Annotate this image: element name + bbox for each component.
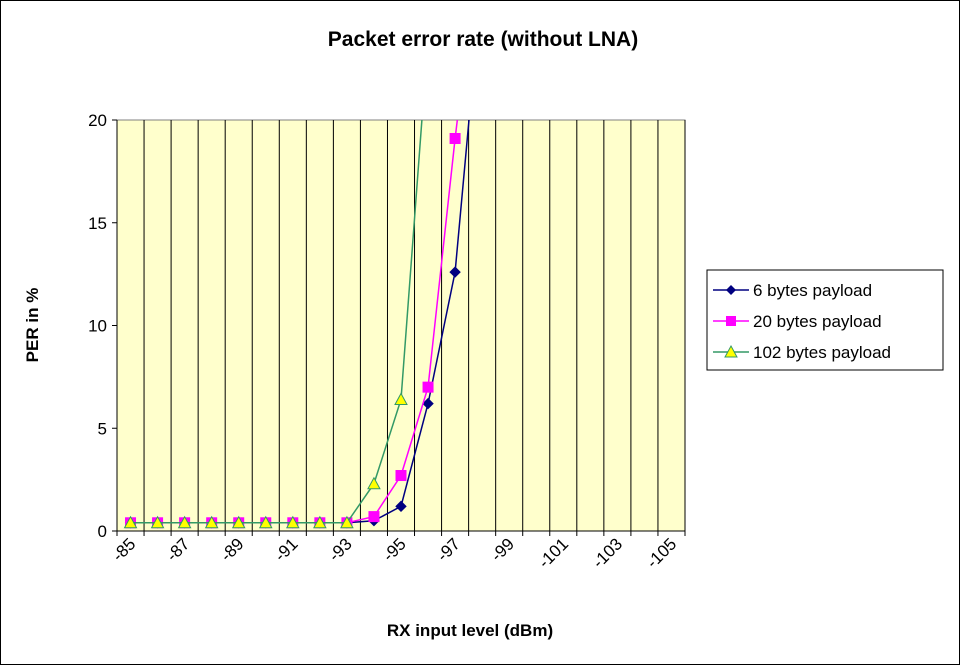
legend-label: 20 bytes payload (753, 312, 882, 331)
legend-marker (726, 316, 736, 326)
legend-label: 6 bytes payload (753, 281, 872, 300)
legend-marker (724, 344, 738, 358)
point (422, 397, 434, 410)
point (395, 470, 407, 482)
plot-area (116, 119, 686, 532)
point (422, 381, 434, 393)
y-tick-label: 5 (98, 419, 107, 438)
point (449, 266, 461, 278)
x-axis-label: RX input level (dBm) (387, 621, 553, 640)
point (204, 515, 219, 529)
point (368, 511, 380, 523)
point (395, 500, 407, 513)
point (285, 515, 300, 529)
legend-marker (726, 285, 736, 295)
series-line (130, 120, 423, 524)
legend-label: 102 bytes payload (753, 343, 891, 362)
point (313, 515, 327, 529)
point (258, 515, 273, 529)
y-axis-label: PER in % (23, 288, 42, 363)
point (340, 515, 354, 529)
point (449, 132, 461, 144)
point (177, 515, 192, 529)
point (123, 515, 138, 529)
plot-series (123, 120, 470, 529)
point (150, 515, 165, 529)
y-tick-label: 15 (88, 214, 107, 233)
y-tick-label: 0 (98, 522, 107, 541)
legend-box (706, 269, 944, 371)
point (367, 476, 381, 490)
y-tick-label: 20 (88, 111, 107, 130)
y-tick-label: 10 (88, 317, 107, 336)
chart-title: Packet error rate (without LNA) (328, 28, 638, 51)
point (231, 515, 246, 529)
point (394, 392, 408, 405)
